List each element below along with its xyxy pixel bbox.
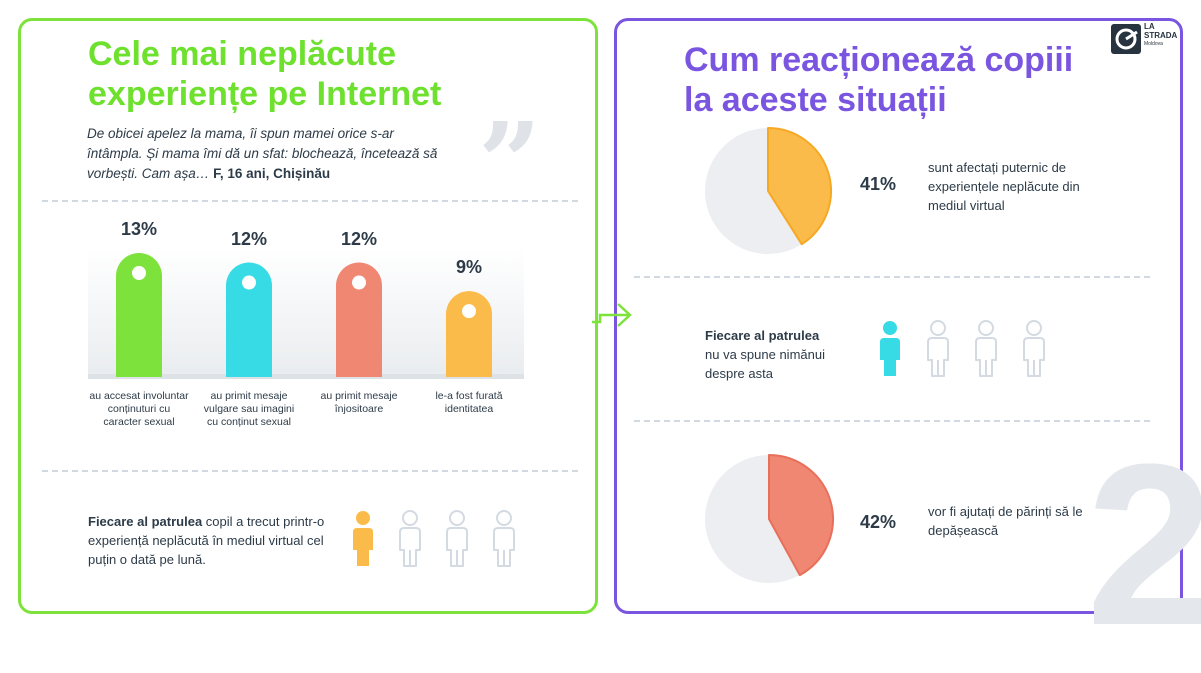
- right-stat-rest: nu va spune nimănui despre asta: [705, 347, 825, 381]
- page-number: 2: [1086, 416, 1201, 673]
- divider: [634, 420, 1150, 422]
- logo-line2: STRADA: [1144, 31, 1178, 40]
- bar-category-label: le-a fost furată identitatea: [435, 390, 503, 415]
- bar-value-label: 9%: [455, 257, 482, 278]
- person-outline-icon: [1023, 320, 1045, 377]
- bar-2: [336, 262, 382, 377]
- quote-author: F, 16 ani, Chișinău: [213, 166, 331, 181]
- person-outline-icon: [399, 510, 421, 567]
- bar-value-label: 12%: [230, 228, 268, 249]
- quote: De obicei apelez la mama, îi spun mamei …: [87, 124, 447, 184]
- bar-chart: [88, 248, 524, 379]
- chart-baseline: [88, 374, 524, 379]
- divider: [42, 200, 578, 202]
- person-outline-icon: [493, 510, 515, 567]
- left-stat-bold: Fiecare al patrulea: [88, 514, 203, 529]
- bar-3: [446, 291, 492, 377]
- logo-text: LA STRADA Moldova: [1144, 22, 1177, 49]
- arrow-right-icon: [592, 303, 632, 327]
- bar-value-label: 12%: [340, 228, 378, 249]
- logo-line1: LA: [1144, 22, 1155, 31]
- bar-dot-1: [242, 275, 256, 290]
- pie2-slice: [768, 454, 834, 577]
- right-stat: Fiecare al patrulea nu va spune nimănui …: [705, 326, 855, 383]
- pie1-text: sunt afectați puternic de experiențele n…: [928, 160, 1080, 213]
- person-outline-icon: [975, 320, 997, 377]
- left-stat-rest: copil a trecut printr-o experiență neplă…: [88, 514, 325, 567]
- divider: [634, 276, 1150, 278]
- quote-text: De obicei apelez la mama, îi spun mamei …: [87, 126, 438, 181]
- bar-category-label: au primit mesaje înjositoare: [320, 390, 398, 415]
- pie-chart-helped: [705, 454, 834, 583]
- logo-line3: Moldova: [1144, 41, 1163, 47]
- pie2-text: vor fi ajutați de părinți să le depășeas…: [928, 504, 1083, 538]
- logo-mark-icon: [1111, 24, 1141, 54]
- person-outline-icon: [446, 510, 468, 567]
- person-filled-icon: [880, 321, 900, 376]
- bar-1: [226, 262, 272, 377]
- pie1-slice: [767, 127, 832, 246]
- pie1-percent: 41%: [860, 174, 897, 194]
- right-stat-bold: Fiecare al patrulea: [705, 328, 820, 343]
- divider: [42, 470, 578, 472]
- person-outline-icon: [927, 320, 949, 377]
- pie2-percent: 42%: [860, 512, 897, 532]
- logo: [1111, 18, 1185, 60]
- bar-dot-0: [132, 266, 146, 280]
- bar-category-label: au primit mesaje vulgare sau imagini cu …: [203, 390, 295, 428]
- bar-dot-3: [462, 304, 476, 319]
- bar-category-label: au accesat involuntar conținuturi cu car…: [89, 390, 189, 428]
- bar-value-label: 13%: [120, 219, 158, 239]
- bar-0: [116, 253, 162, 377]
- left-title: Cele mai neplăcute experiențe pe Interne…: [88, 35, 442, 113]
- right-title: Cum reacționează copiii la aceste situaț…: [684, 41, 1074, 119]
- pie-chart-affected: [705, 127, 832, 254]
- person-filled-icon: [353, 511, 373, 566]
- left-panel: [18, 18, 598, 614]
- bar-dot-2: [352, 275, 366, 290]
- quote-mark-icon: ”: [478, 98, 542, 227]
- left-stat: Fiecare al patrulea copil a trecut print…: [88, 512, 328, 569]
